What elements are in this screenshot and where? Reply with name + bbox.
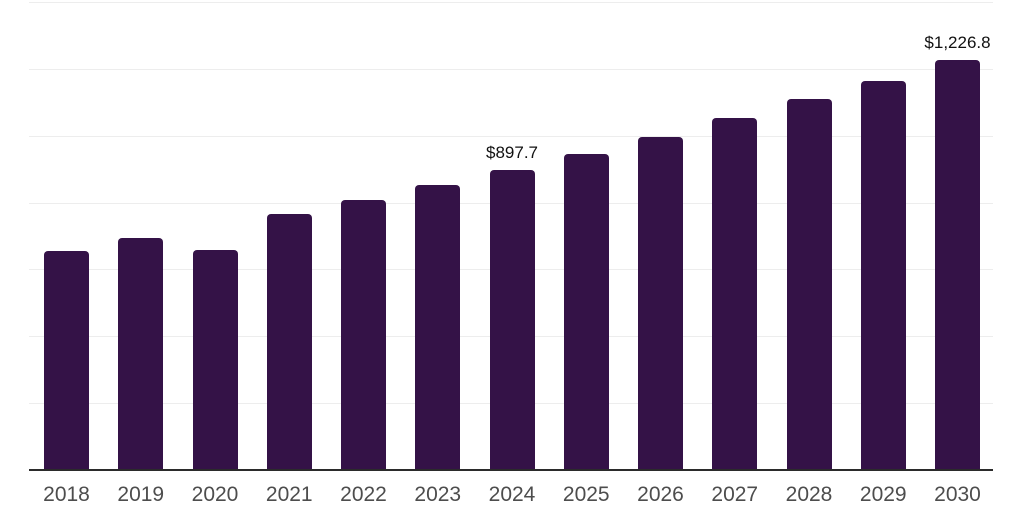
bar-2030	[935, 59, 980, 470]
gridline-1200	[29, 68, 993, 70]
x-label-2028: 2028	[785, 483, 833, 506]
x-label-2019: 2019	[117, 483, 165, 506]
bar-2020	[192, 249, 238, 470]
bar-2028	[786, 99, 832, 470]
x-label-2023: 2023	[414, 483, 462, 506]
x-label-2021: 2021	[265, 483, 313, 506]
bar-2029	[860, 80, 906, 470]
bar-2022	[341, 199, 386, 470]
bar-2021	[266, 214, 312, 470]
value-label-2024: $897.7	[486, 142, 538, 162]
x-label-2024: 2024	[488, 483, 536, 506]
bar-2026	[638, 137, 683, 470]
x-axis-line	[29, 469, 993, 471]
bar-2023	[415, 185, 461, 470]
x-label-2022: 2022	[340, 483, 387, 506]
gridline-1000	[29, 135, 993, 137]
x-label-2018: 2018	[43, 483, 90, 506]
x-label-2026: 2026	[637, 483, 684, 506]
bar-2019	[118, 238, 164, 470]
x-label-2030: 2030	[934, 483, 981, 506]
bar-2024	[489, 169, 535, 470]
bar-2018	[44, 250, 89, 470]
gridline-1400	[29, 2, 993, 3]
x-label-2029: 2029	[859, 483, 907, 506]
value-label-2030: $1,226.8	[924, 32, 991, 52]
x-label-2020: 2020	[191, 483, 239, 506]
x-label-2027: 2027	[711, 483, 759, 506]
bar-2025	[563, 154, 609, 470]
bar-2027	[712, 118, 758, 470]
x-label-2025: 2025	[562, 483, 610, 506]
